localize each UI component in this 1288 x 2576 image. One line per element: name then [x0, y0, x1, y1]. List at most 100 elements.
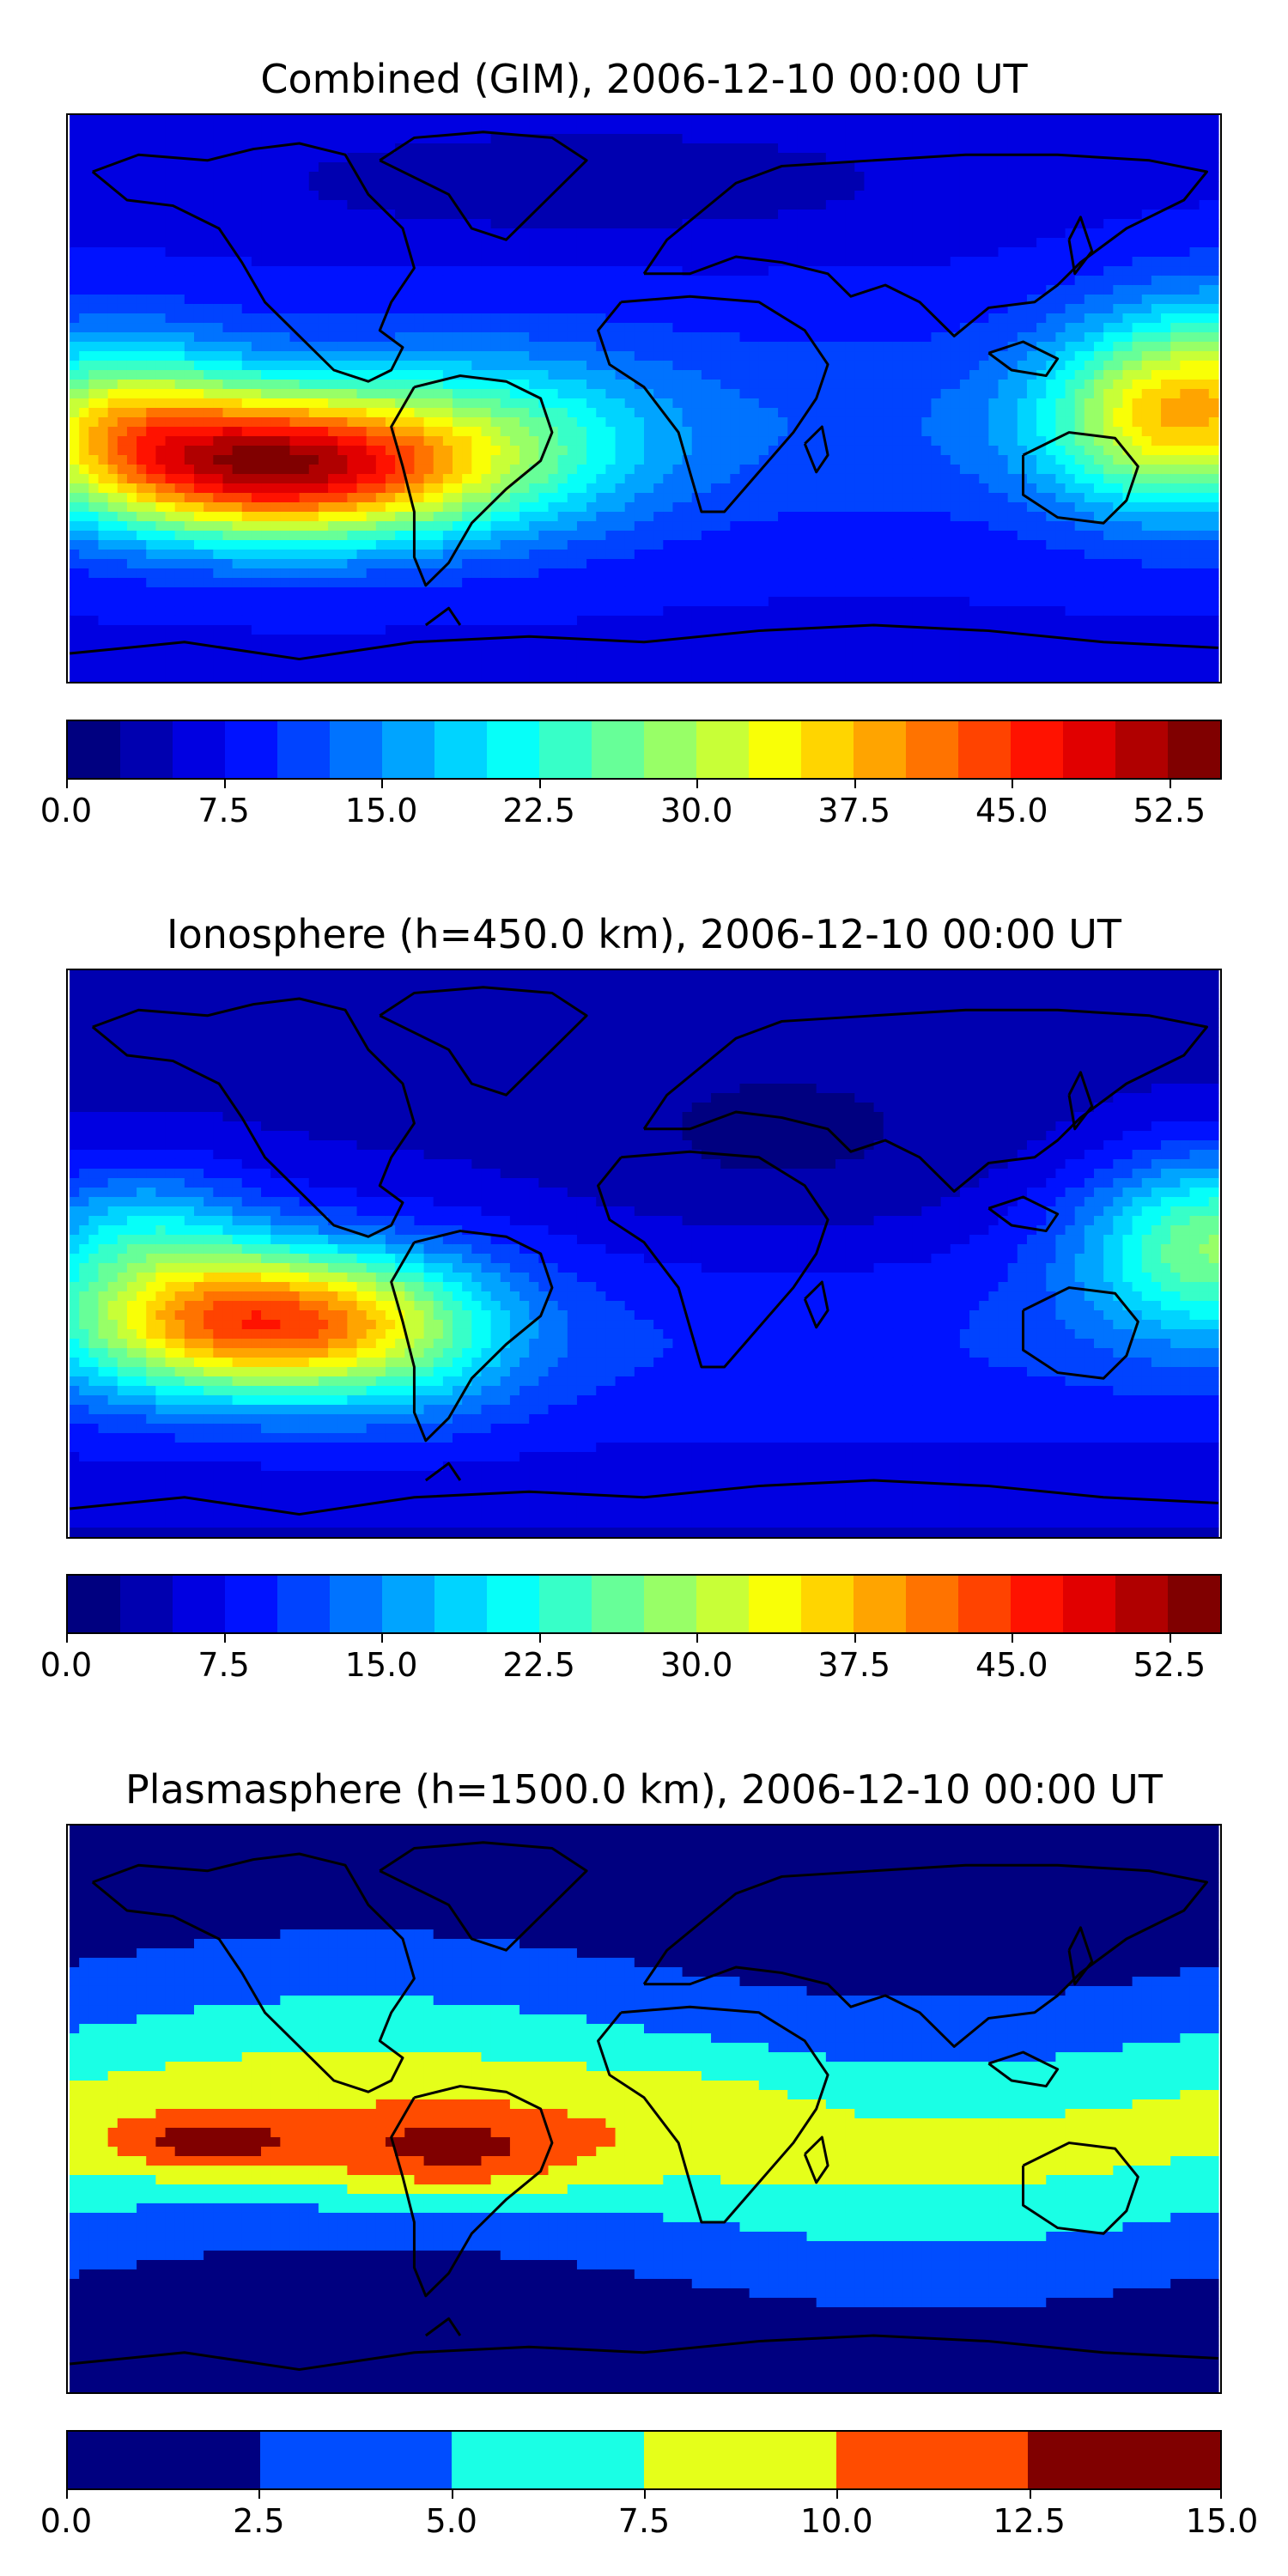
contour-cell	[1103, 455, 1114, 465]
contour-cell	[462, 115, 472, 125]
contour-cell	[845, 323, 855, 333]
contour-cell	[644, 473, 654, 484]
contour-cell	[940, 285, 951, 295]
contour-cell	[509, 465, 520, 475]
contour-cell	[720, 275, 731, 286]
contour-cell	[509, 455, 520, 465]
contour-cell	[318, 285, 329, 295]
contour-cell	[835, 427, 846, 437]
contour-cell	[883, 210, 894, 220]
contour-cell	[241, 445, 252, 456]
contour-cell	[749, 285, 760, 295]
contour-cell	[270, 275, 281, 286]
contour-cell	[1151, 161, 1162, 173]
contour-cell	[289, 465, 301, 475]
contour-cell	[347, 351, 358, 361]
contour-cell	[1103, 473, 1114, 484]
contour-cell	[1046, 246, 1057, 258]
contour-cell	[356, 436, 368, 447]
contour-cell	[88, 115, 100, 125]
contour-cell	[117, 313, 128, 324]
contour-cell	[845, 455, 855, 465]
contour-cell	[835, 416, 846, 428]
contour-cell	[1170, 331, 1181, 343]
contour-cell	[251, 153, 262, 163]
contour-cell	[193, 133, 204, 144]
contour-cell	[241, 228, 252, 239]
contour-cell	[1208, 445, 1219, 456]
contour-cell	[1122, 351, 1133, 361]
contour-cell	[1055, 125, 1066, 135]
contour-cell	[98, 445, 109, 456]
contour-cell	[596, 228, 607, 239]
contour-cell	[1132, 380, 1143, 390]
contour-cell	[749, 200, 760, 210]
contour-cell	[730, 331, 741, 343]
contour-cell	[347, 388, 358, 399]
contour-cell	[471, 455, 483, 465]
contour-cell	[797, 493, 808, 503]
contour-cell	[213, 398, 224, 409]
contour-cell	[548, 295, 559, 305]
contour-cell	[1026, 295, 1037, 305]
contour-cell	[682, 257, 693, 267]
contour-cell	[442, 416, 453, 428]
contour-cell	[1036, 436, 1047, 447]
contour-cell	[481, 370, 492, 380]
contour-cell	[117, 200, 128, 210]
contour-cell	[864, 455, 875, 465]
contour-cell	[174, 133, 185, 144]
contour-cell	[1208, 351, 1219, 361]
contour-cell	[682, 501, 693, 513]
contour-cell	[596, 408, 607, 418]
contour-cell	[701, 190, 712, 201]
contour-cell	[70, 218, 80, 229]
contour-cell	[806, 190, 817, 201]
contour-cell	[1055, 143, 1066, 154]
contour-cell	[825, 388, 836, 399]
contour-cell	[453, 181, 463, 191]
contour-cell	[825, 228, 836, 239]
contour-cell	[998, 370, 1009, 380]
contour-cell	[749, 380, 760, 390]
contour-cell	[797, 436, 808, 447]
contour-cell	[538, 360, 550, 371]
contour-cell	[500, 331, 511, 343]
contour-cell	[146, 313, 156, 324]
contour-cell	[701, 285, 712, 295]
contour-cell	[509, 398, 520, 409]
contour-cell	[959, 143, 970, 154]
contour-cell	[79, 133, 89, 144]
contour-cell	[222, 172, 234, 182]
contour-cell	[433, 388, 444, 399]
contour-cell	[567, 483, 578, 494]
contour-cell	[845, 380, 855, 390]
contour-cell	[318, 493, 329, 503]
contour-cell	[107, 388, 118, 399]
contour-cell	[931, 190, 942, 201]
contour-cell	[883, 331, 894, 343]
contour-cell	[519, 285, 530, 295]
contour-cell	[663, 398, 674, 409]
contour-cell	[1151, 303, 1162, 314]
contour-cell	[395, 210, 405, 220]
contour-cell	[270, 323, 281, 333]
contour-cell	[193, 351, 204, 361]
contour-cell	[299, 323, 310, 333]
contour-cell	[701, 408, 712, 418]
contour-cell	[998, 465, 1009, 475]
contour-cell	[1141, 313, 1152, 324]
contour-cell	[615, 200, 626, 210]
contour-cell	[596, 172, 607, 182]
contour-cell	[529, 380, 539, 390]
contour-cell	[337, 115, 348, 125]
contour-cell	[98, 436, 109, 447]
contour-cell	[155, 181, 167, 191]
contour-cell	[825, 303, 836, 314]
contour-cell	[1170, 257, 1181, 267]
contour-cell	[940, 455, 951, 465]
contour-cell	[1046, 210, 1057, 220]
contour-cell	[902, 465, 913, 475]
contour-cell	[835, 342, 846, 352]
contour-cell	[453, 445, 463, 456]
